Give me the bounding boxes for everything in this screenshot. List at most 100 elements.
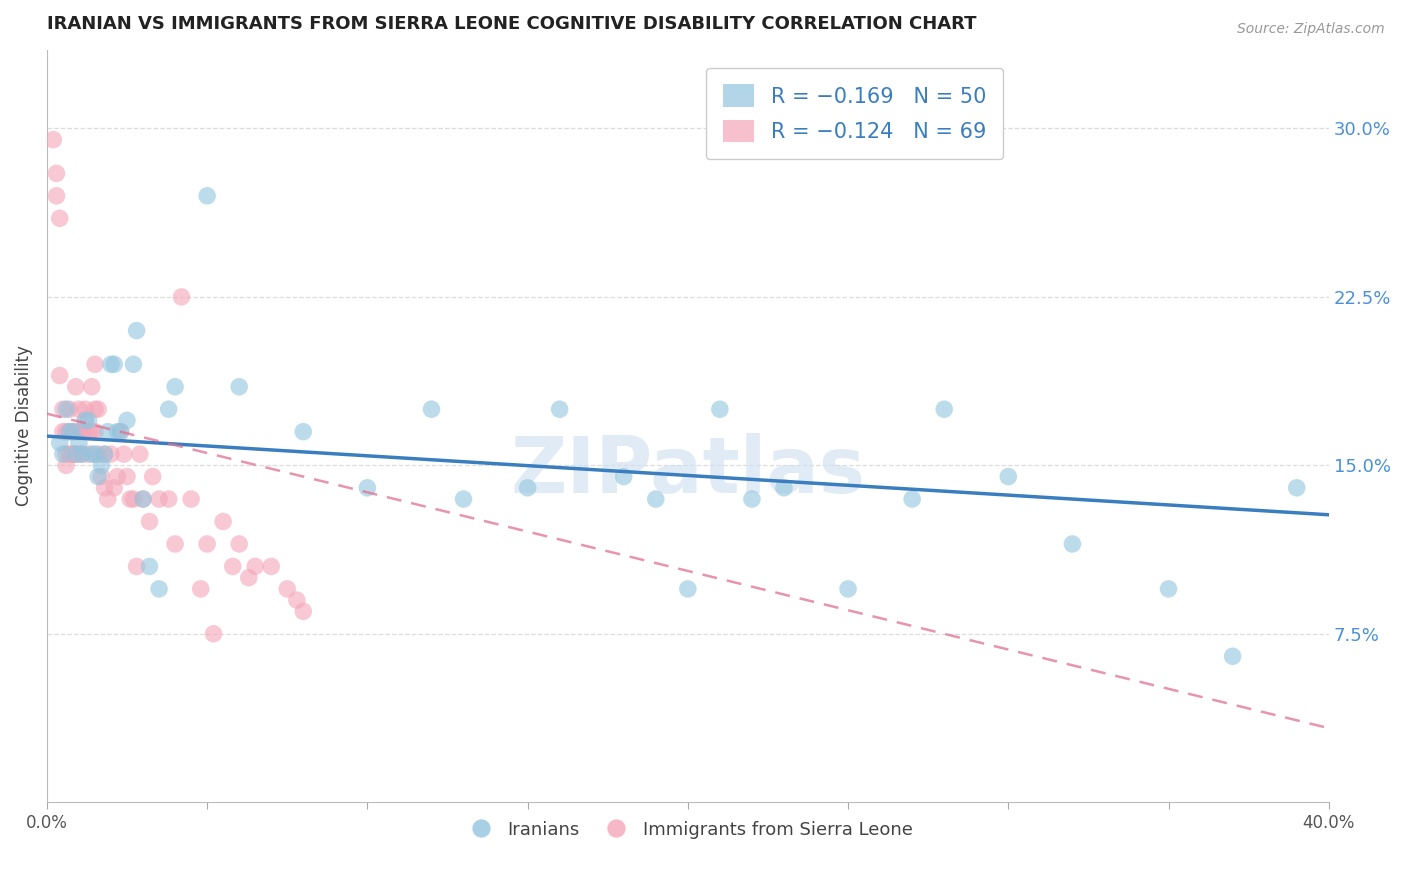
Point — [516, 481, 538, 495]
Point — [1285, 481, 1308, 495]
Point — [65, 447, 87, 461]
Point — [1062, 537, 1084, 551]
Point — [87, 402, 110, 417]
Point — [48, 436, 70, 450]
Point — [55, 402, 77, 417]
Point — [87, 447, 110, 461]
Point — [65, 447, 87, 461]
Point — [103, 357, 125, 371]
Point — [115, 469, 138, 483]
Point — [42, 133, 65, 147]
Point — [62, 447, 84, 461]
Point — [934, 402, 956, 417]
Point — [292, 425, 315, 439]
Point — [292, 604, 315, 618]
Point — [837, 582, 859, 596]
Point — [62, 447, 84, 461]
Point — [52, 402, 75, 417]
Point — [84, 447, 107, 461]
Point — [195, 537, 218, 551]
Point — [75, 402, 97, 417]
Point — [97, 491, 120, 506]
Point — [52, 425, 75, 439]
Point — [228, 380, 250, 394]
Point — [157, 491, 180, 506]
Point — [48, 368, 70, 383]
Point — [103, 481, 125, 495]
Point — [773, 481, 796, 495]
Point — [222, 559, 245, 574]
Point — [165, 537, 187, 551]
Point — [97, 425, 120, 439]
Point — [77, 447, 100, 461]
Y-axis label: Cognitive Disability: Cognitive Disability — [15, 345, 32, 507]
Point — [157, 402, 180, 417]
Point — [84, 425, 107, 439]
Point — [62, 425, 84, 439]
Point — [180, 491, 202, 506]
Point — [112, 447, 135, 461]
Point — [65, 380, 87, 394]
Point — [676, 582, 699, 596]
Point — [212, 515, 235, 529]
Point — [190, 582, 212, 596]
Point — [122, 357, 145, 371]
Point — [70, 425, 93, 439]
Point — [613, 469, 636, 483]
Point — [285, 593, 308, 607]
Point — [58, 402, 80, 417]
Point — [58, 425, 80, 439]
Point — [142, 469, 165, 483]
Point — [260, 559, 283, 574]
Point — [70, 447, 93, 461]
Point — [1222, 649, 1244, 664]
Point — [132, 491, 155, 506]
Point — [997, 469, 1019, 483]
Point — [55, 458, 77, 473]
Point — [356, 481, 378, 495]
Point — [90, 469, 112, 483]
Point — [122, 491, 145, 506]
Point — [65, 425, 87, 439]
Point — [84, 402, 107, 417]
Point — [80, 447, 103, 461]
Point — [548, 402, 571, 417]
Point — [228, 537, 250, 551]
Point — [238, 571, 260, 585]
Point — [420, 402, 443, 417]
Point — [125, 559, 148, 574]
Point — [75, 413, 97, 427]
Point — [84, 357, 107, 371]
Point — [100, 447, 122, 461]
Point — [202, 627, 225, 641]
Text: ZIPatlas: ZIPatlas — [510, 434, 865, 509]
Point — [77, 425, 100, 439]
Point — [132, 491, 155, 506]
Point — [148, 582, 170, 596]
Point — [170, 290, 193, 304]
Point — [453, 491, 475, 506]
Point — [67, 402, 90, 417]
Point — [120, 491, 142, 506]
Point — [138, 559, 160, 574]
Legend: Iranians, Immigrants from Sierra Leone: Iranians, Immigrants from Sierra Leone — [456, 814, 921, 846]
Point — [110, 425, 132, 439]
Point — [195, 189, 218, 203]
Point — [128, 447, 150, 461]
Point — [741, 491, 763, 506]
Point — [276, 582, 298, 596]
Text: IRANIAN VS IMMIGRANTS FROM SIERRA LEONE COGNITIVE DISABILITY CORRELATION CHART: IRANIAN VS IMMIGRANTS FROM SIERRA LEONE … — [46, 15, 976, 33]
Point — [67, 447, 90, 461]
Point — [901, 491, 924, 506]
Point — [165, 380, 187, 394]
Point — [58, 425, 80, 439]
Text: Source: ZipAtlas.com: Source: ZipAtlas.com — [1237, 22, 1385, 37]
Point — [52, 447, 75, 461]
Point — [125, 324, 148, 338]
Point — [93, 447, 115, 461]
Point — [115, 413, 138, 427]
Point — [709, 402, 731, 417]
Point — [62, 425, 84, 439]
Point — [93, 481, 115, 495]
Point — [75, 413, 97, 427]
